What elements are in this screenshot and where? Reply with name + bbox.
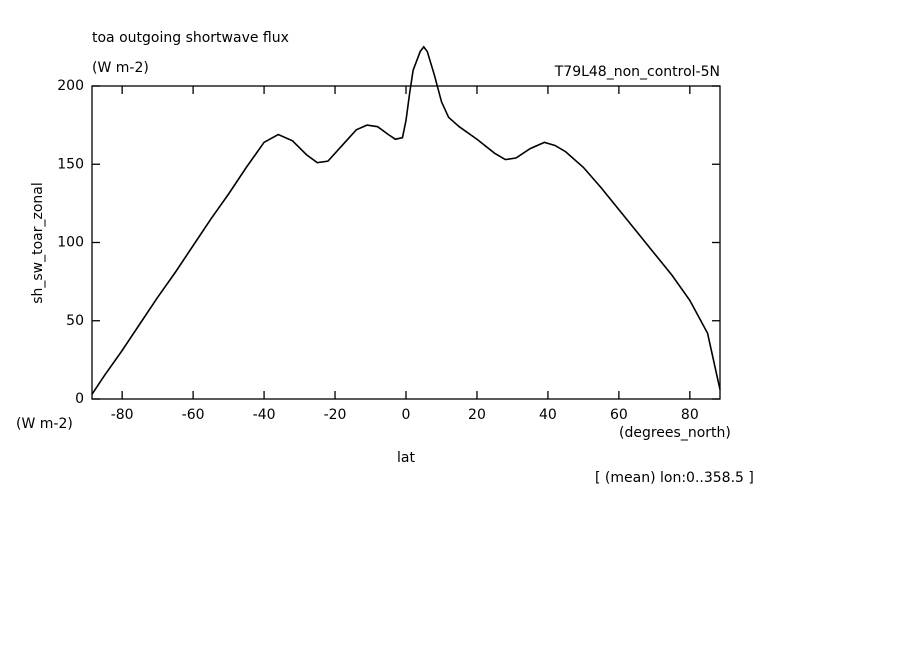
x-tick-label: -60 [182,407,205,423]
y-tick-label: 100 [57,235,84,251]
plot-frame [91,85,721,400]
y-tick-label: 200 [57,78,84,94]
annotation: [ (mean) lon:0..358.5 ] [595,470,754,486]
x-tick-label: -80 [111,407,134,423]
x-axis-label: lat [397,450,415,466]
x-units: (degrees_north) [619,425,731,441]
y-tick-label: 50 [66,313,84,329]
subtitle: (W m-2) [92,60,149,76]
data-line [91,45,721,395]
y-tick-label: 150 [57,156,84,172]
x-tick-label: -20 [324,407,347,423]
x-tick-label: -40 [253,407,276,423]
y-axis-label: sh_sw_toar_zonal [30,182,46,304]
dataset-label: T79L48_non_control-5N [554,64,720,80]
x-tick-label: 0 [402,407,411,423]
x-tick-label: 20 [468,407,486,423]
x-tick-label: 40 [539,407,557,423]
y-units: (W m-2) [16,416,73,432]
y-tick-label: 0 [75,391,84,407]
x-tick-label: 80 [681,407,699,423]
x-tick-label: 60 [610,407,628,423]
chart-title: toa outgoing shortwave flux [92,30,289,46]
